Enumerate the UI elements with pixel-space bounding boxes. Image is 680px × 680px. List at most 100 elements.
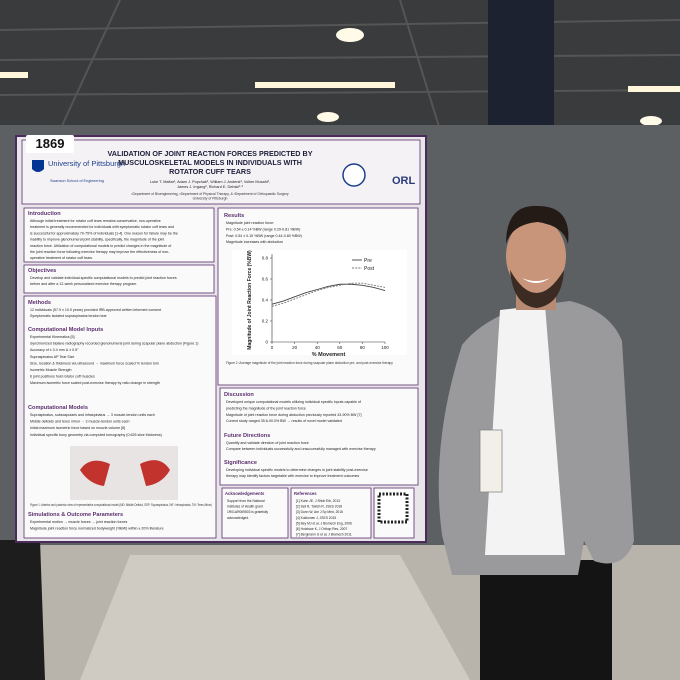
- section-heading: Results: [224, 213, 244, 219]
- affiliation: ¹Department of Bioengineering, ²Departme…: [131, 192, 289, 196]
- section-line: 6 joint positions hold rotator cuff musc…: [30, 375, 95, 379]
- section-line: Size, location & thickness via ultrasoun…: [30, 361, 159, 365]
- x-tick-label: 100: [381, 345, 389, 350]
- poster-text: Introduction Although initial treatment f…: [28, 211, 393, 537]
- chart-background: [232, 250, 407, 355]
- section-line: Magnitude joint reaction force:: [226, 221, 274, 225]
- y-tick-label: 0.6: [262, 277, 269, 282]
- ceiling: [0, 0, 680, 135]
- section-heading: Objectives: [28, 268, 56, 274]
- section-line: Individual specific bony geometry via co…: [30, 433, 162, 437]
- y-tick-label: 0.4: [262, 298, 269, 303]
- section-line: Supraspinatus AP Tear Size: [30, 355, 74, 359]
- x-tick-label: 0: [271, 345, 274, 350]
- section-line: Supraspinatus, subscapularis and infrasp…: [30, 413, 155, 417]
- lamp: [317, 112, 339, 122]
- booth-tag: [26, 135, 74, 153]
- section-line: Compare between individuals successfully…: [226, 447, 376, 451]
- section-line: [4] Kukkonen J, JSES 2015: [296, 516, 336, 520]
- section-heading: Computational Model Inputs: [28, 327, 103, 333]
- x-tick-label: 40: [315, 345, 321, 350]
- school: Swanson School of Engineering: [50, 179, 104, 183]
- title-line: ROTATOR CUFF TEARS: [169, 167, 251, 176]
- pitt-logo: [32, 160, 44, 172]
- legend-label: Post: [364, 266, 375, 272]
- section-line: [7] Bergmann G et al, J Biomech 2011: [296, 533, 352, 537]
- series-line: [271, 282, 386, 307]
- university: University of Pittsburgh: [48, 159, 125, 168]
- section-line: 12 individuals (57.9 ± 10.9 years) provi…: [30, 308, 161, 312]
- floor-aisle: [80, 555, 470, 680]
- affiliation: University of Pittsburgh: [193, 197, 228, 201]
- section-line: Magnitude of joint reaction force during…: [226, 413, 361, 417]
- section-line: inability to improve glenohumeral joint …: [30, 238, 164, 242]
- section-line: Institutes of Health grant: [227, 505, 263, 509]
- section-line: predicting the magnitude of the joint re…: [226, 406, 306, 410]
- ceiling-light: [255, 82, 395, 88]
- section-line: Maximum isometric force scaled post-exer…: [30, 381, 160, 385]
- legend-label: Pre: [364, 258, 372, 264]
- section-line: Pre: 0.54 ± 0.14 %BW (range 0.29-0.81 %B…: [226, 227, 300, 231]
- section-line: treatment is generally recommended for i…: [30, 225, 174, 229]
- section-heading: References: [294, 491, 317, 496]
- section-line: Middle deltoids and teres minor → 3 musc…: [30, 420, 129, 424]
- section-line: Developed unique computational models ut…: [226, 400, 361, 404]
- section-line: Experimental motion → muscle forces → jo…: [30, 520, 127, 524]
- section-line: Support from the National: [227, 499, 265, 503]
- x-tick-label: 20: [292, 345, 298, 350]
- section-line: is successful for approximately 70-75% o…: [30, 231, 178, 235]
- section-heading: Acknowledgements: [225, 491, 265, 496]
- series-line: [271, 283, 386, 305]
- ceiling-light: [0, 72, 28, 78]
- authors: James J. Irrgang², Richard E. Debski¹·³: [177, 185, 244, 189]
- title-line: VALIDATION OF JOINT REACTION FORCES PRED…: [108, 149, 313, 158]
- section-line: therapy may identify factors targetable …: [226, 474, 359, 478]
- title-line: MUSCULOSKELETAL MODELS IN INDIVIDUALS WI…: [118, 158, 302, 167]
- seal: [342, 163, 366, 187]
- curtain: [488, 0, 554, 128]
- figure-caption: Figure 2: Average magnitude of the joint…: [226, 361, 393, 365]
- section-line: Isometric Muscle Strength: [30, 368, 72, 372]
- y-tick-label: 0: [265, 340, 268, 345]
- section-line: Develop and validate individual-specific…: [30, 276, 177, 280]
- header-text: VALIDATION OF JOINT REACTION FORCES PRED…: [108, 149, 313, 201]
- y-axis-label: Magnitude of Joint Reaction Force (%BW): [247, 250, 253, 350]
- section-heading: Significance: [224, 460, 257, 466]
- section-line: before and after a 12-week personalized …: [30, 282, 137, 286]
- section-line: Magnitude increases with abduction: [226, 240, 283, 244]
- section-heading: Discussion: [224, 392, 254, 398]
- section-line: Developing individual specific models to…: [226, 468, 368, 472]
- section-line: Synchronized biplane radiography recorde…: [30, 342, 198, 346]
- section-line: the joint reaction force following exerc…: [30, 250, 170, 254]
- section-line: Accuracy of ± 0.4 mm & ± 0.5°: [30, 348, 79, 352]
- section-line: Although initial treatment for rotator c…: [30, 219, 161, 223]
- section-line: Initial maximum isometric force based on…: [30, 426, 125, 430]
- ceiling-light: [628, 86, 680, 92]
- section-line: acknowledged.: [227, 516, 249, 520]
- section-line: reaction force. Utilization of computati…: [30, 244, 171, 248]
- section-line: [5] Bey MJ et al, J Biomech Eng, 2006: [296, 521, 352, 525]
- figure-caption: Figure 1: Anterior and posterior view of…: [30, 503, 212, 507]
- section-heading: Introduction: [28, 211, 61, 217]
- section-heading: Simulations & Outcome Parameters: [28, 512, 123, 518]
- section-line: 1R01AR069503 is gratefully: [227, 510, 268, 514]
- section-heading: Future Directions: [224, 433, 270, 439]
- lamp: [640, 116, 662, 126]
- authors: Luke T. Mattar¹, Adam J. Popchak², Willi…: [150, 180, 270, 184]
- section-line: [1] Kuhn JE, J Shldr Elb, 2013: [296, 499, 340, 503]
- x-tick-label: 60: [337, 345, 343, 350]
- section-line: [6] Holzbaur K, J Orthop Res, 2007: [296, 527, 347, 531]
- y-tick-label: 0.2: [262, 319, 269, 324]
- y-tick-label: 0.8: [262, 256, 269, 261]
- section-line: Experimental Kinematics [5]: [30, 335, 75, 339]
- section-line: [2] Seil R, Tokish R, JSES 2018: [296, 505, 342, 509]
- person: [438, 205, 634, 680]
- qr-code: [377, 492, 409, 524]
- section-heading: Computational Models: [28, 405, 88, 411]
- section-line: Magnitude joint reaction force normalize…: [30, 527, 164, 531]
- section-line: operative treatment of rotator cuff tear…: [30, 256, 93, 260]
- section-line: Post: 0.54 ± 0.15 %BW (range 0.44-0.80 %…: [226, 234, 302, 238]
- figure-1-muscles: [80, 460, 170, 486]
- lab-logo: ORL: [392, 175, 416, 187]
